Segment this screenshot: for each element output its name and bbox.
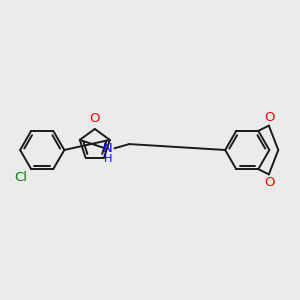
- Text: N: N: [102, 142, 112, 155]
- Text: O: O: [89, 112, 100, 125]
- Text: O: O: [264, 111, 274, 124]
- Text: O: O: [264, 176, 274, 189]
- Text: H: H: [103, 154, 112, 164]
- Text: Cl: Cl: [14, 171, 27, 184]
